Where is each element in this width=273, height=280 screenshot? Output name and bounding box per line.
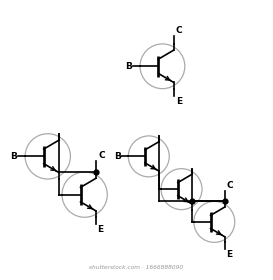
Text: B: B [126, 62, 132, 71]
Text: B: B [114, 152, 121, 161]
Text: C: C [227, 181, 233, 190]
Text: C: C [176, 26, 182, 35]
Text: E: E [98, 225, 104, 234]
Text: E: E [226, 250, 232, 259]
Text: E: E [176, 97, 182, 106]
Text: B: B [11, 152, 17, 161]
Text: shutterstock.com · 1666888090: shutterstock.com · 1666888090 [90, 265, 183, 270]
Text: C: C [98, 151, 105, 160]
